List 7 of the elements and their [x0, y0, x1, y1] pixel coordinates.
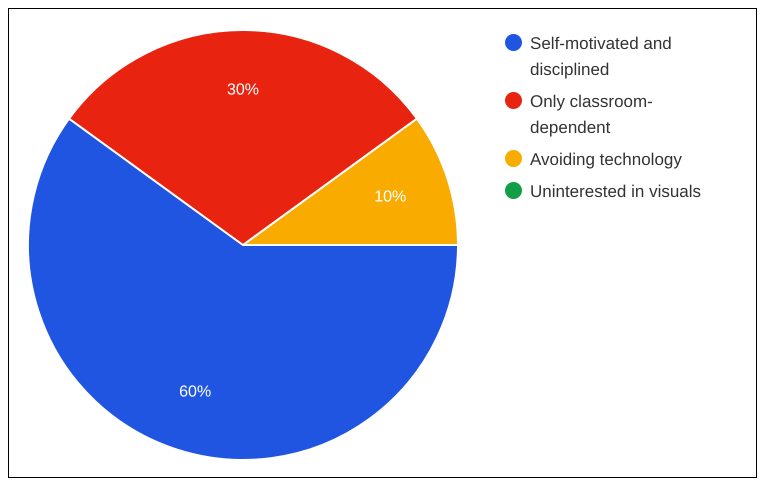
legend-label: Avoiding technology [530, 149, 683, 171]
data-label: 10% [374, 188, 406, 206]
legend-label: Only classroom-dependent [530, 91, 654, 139]
legend-label: Uninterested in visuals [530, 181, 702, 203]
legend-label: Self-motivated and disciplined [530, 33, 673, 81]
data-label: 60% [179, 384, 212, 401]
data-label: 30% [226, 82, 260, 99]
